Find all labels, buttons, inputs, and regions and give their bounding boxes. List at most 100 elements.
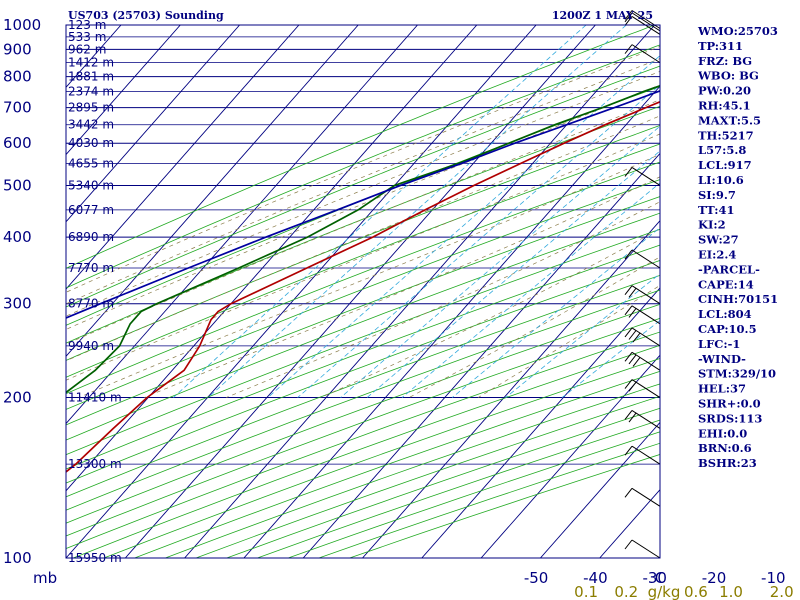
mixing-ratio-line: [173, 25, 587, 398]
dry-adiabat: [66, 244, 660, 470]
height-label: 4030 m: [68, 136, 114, 150]
height-label: 962 m: [68, 42, 106, 56]
index-value: L57:5.8: [698, 143, 746, 157]
isotherm: [540, 421, 660, 558]
pressure-tick-label: 800: [3, 68, 32, 86]
wind-barb: [624, 285, 661, 305]
moist-adiabat: [408, 256, 660, 398]
mixing-ratio-line: [340, 125, 660, 398]
dry-adiabat: [66, 25, 655, 269]
height-label: 2895 m: [68, 101, 114, 115]
wind-barb: [624, 12, 661, 32]
pressure-tick-label: 100: [3, 549, 32, 567]
dry-adiabat: [66, 212, 660, 441]
index-value: LFC:-1: [698, 337, 740, 351]
dry-adiabat: [66, 317, 660, 537]
dry-adiabat: [73, 344, 660, 558]
dry-adiabat: [66, 44, 660, 289]
wind-barb: [624, 487, 661, 507]
dry-adiabat: [66, 105, 660, 344]
height-label: 5340 m: [68, 178, 114, 192]
mixing-ratio-line: [267, 55, 660, 398]
height-label: 15950 m: [68, 551, 122, 565]
index-value: HEL:37: [698, 382, 746, 396]
height-label: 2374 m: [68, 85, 114, 99]
mixing-ratio-label: 0.2: [614, 583, 638, 600]
index-value: WMO:25703: [697, 24, 778, 38]
station-title: US703 (25703) Sounding: [68, 9, 224, 22]
pressure-tick-label: 400: [3, 228, 32, 246]
isotherm: [66, 25, 418, 425]
sounding-profiles: [66, 84, 660, 473]
dry-adiabat: [66, 303, 660, 524]
index-value: FRZ: BG: [698, 54, 752, 68]
moist-adiabat: [320, 228, 660, 398]
temperature-tick-label: -10: [761, 569, 786, 587]
wind-barb: [624, 410, 661, 429]
index-value: LCL:917: [698, 158, 752, 172]
index-value: RH:45.1: [698, 99, 751, 113]
index-value: SW:27: [698, 233, 739, 247]
wind-barb: [624, 167, 661, 186]
isotherm: [66, 25, 537, 558]
axis-labels: 100 200 300 400 500 600 700 800 900 1000 15950 m 13…: [3, 16, 794, 600]
moist-adiabat: [66, 58, 660, 305]
dry-adiabat: [66, 260, 660, 484]
wind-barb: [624, 327, 661, 347]
dry-adiabat: [66, 179, 660, 410]
isotherm: [66, 25, 181, 156]
wind-barb: [624, 44, 661, 64]
height-label: 7770 m: [68, 261, 114, 275]
index-value: SRDS:113: [698, 411, 762, 425]
wind-barb: [624, 305, 661, 325]
parcel-profile: [66, 90, 660, 319]
dry-adiabat: [66, 331, 660, 550]
index-value: TP:311: [698, 39, 743, 53]
mixing-ratio-label: 2.0: [770, 583, 794, 600]
wind-barb: [624, 351, 661, 371]
isotherm: [66, 25, 240, 223]
pressure-tick-label: 900: [3, 40, 32, 58]
index-value: BRN:0.6: [698, 441, 752, 455]
temperature-tick-label: -40: [583, 569, 608, 587]
isotherm: [480, 354, 660, 558]
temperature-tick-label: -50: [524, 569, 549, 587]
temperature-profile: [66, 100, 660, 473]
temperature-tick-label: -20: [702, 569, 727, 587]
height-label: 9940 m: [68, 339, 114, 353]
index-value: -PARCEL-: [698, 262, 760, 276]
x-axis-unit: C: [655, 569, 665, 587]
wind-barb: [624, 539, 661, 559]
pressure-tick-label: 1000: [3, 16, 41, 34]
pressure-tick-label: 600: [3, 134, 32, 152]
isotherm: [302, 152, 660, 558]
wind-barb: [624, 445, 661, 465]
wind-barb: [624, 249, 661, 269]
pressure-tick-label: 500: [3, 176, 32, 194]
height-label: 13300 m: [68, 457, 122, 471]
height-label: 6077 m: [68, 203, 114, 217]
mixing-ratio-line: [401, 182, 660, 398]
index-value: CAP:10.5: [698, 322, 757, 336]
height-label: 533 m: [68, 30, 106, 44]
index-value: TT:41: [698, 203, 735, 217]
dry-adiabat: [66, 161, 660, 395]
mixing-ratio-line: [207, 25, 627, 398]
mixing-ratio-label: 0.6: [684, 583, 708, 600]
index-value: PW:0.20: [698, 84, 751, 98]
index-value: BSHR:23: [698, 456, 757, 470]
y-axis-unit: mb: [33, 569, 57, 587]
index-value: EI:2.4: [698, 248, 736, 262]
index-value: LCL:804: [698, 307, 752, 321]
isotherm: [66, 25, 478, 492]
temperature-tick-label: -30: [642, 569, 667, 587]
dry-adiabat: [66, 274, 660, 498]
dry-adiabat: [66, 143, 660, 378]
mixing-ratio-label: 0.1: [574, 583, 598, 600]
height-label: 8770 m: [68, 297, 114, 311]
index-value: -WIND-: [698, 352, 746, 366]
mixing-ratio-label: 1.0: [719, 583, 743, 600]
dry-adiabat: [66, 289, 660, 511]
